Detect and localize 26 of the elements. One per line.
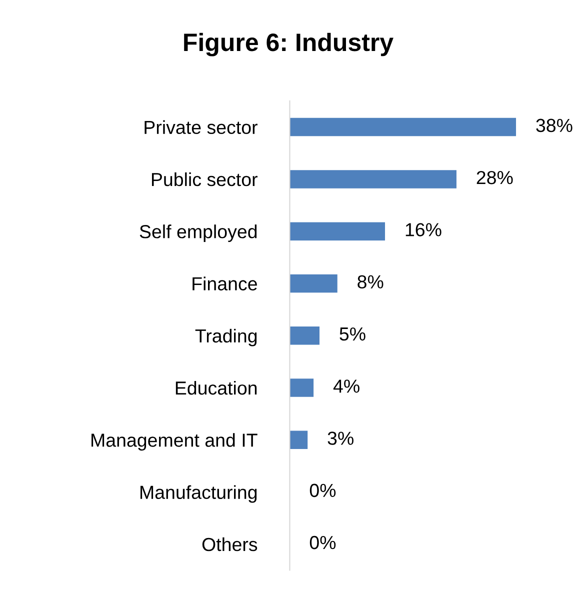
data-label: 8% <box>358 275 384 289</box>
bar <box>290 222 386 240</box>
y-tick-label: Finance <box>192 276 257 290</box>
data-label: 0% <box>310 484 336 498</box>
data-label: 4% <box>333 380 360 393</box>
y-tick-label: Public sector <box>152 172 258 186</box>
y-tick-label: Manufacturing <box>140 485 257 503</box>
y-tick-label: Management and IT <box>92 433 258 451</box>
y-tick-label: Education <box>176 380 257 395</box>
bar <box>290 118 516 136</box>
data-label: 16% <box>406 223 442 236</box>
data-label: 0% <box>310 536 336 550</box>
bar <box>290 430 308 450</box>
chart-title: Figure 6: Industry <box>184 32 394 56</box>
bar <box>290 274 338 293</box>
data-label: 5% <box>340 327 366 341</box>
data-label: 38% <box>536 118 572 132</box>
bar <box>290 170 456 188</box>
y-tick-label: Others <box>202 537 258 552</box>
bar <box>290 378 314 397</box>
data-label: 28% <box>476 170 513 184</box>
data-label: 3% <box>328 432 354 445</box>
y-tick-label: Private sector <box>144 120 258 134</box>
y-tick-label: Trading <box>195 328 257 346</box>
y-tick-label: Self employed <box>140 224 257 242</box>
bar <box>290 326 320 345</box>
